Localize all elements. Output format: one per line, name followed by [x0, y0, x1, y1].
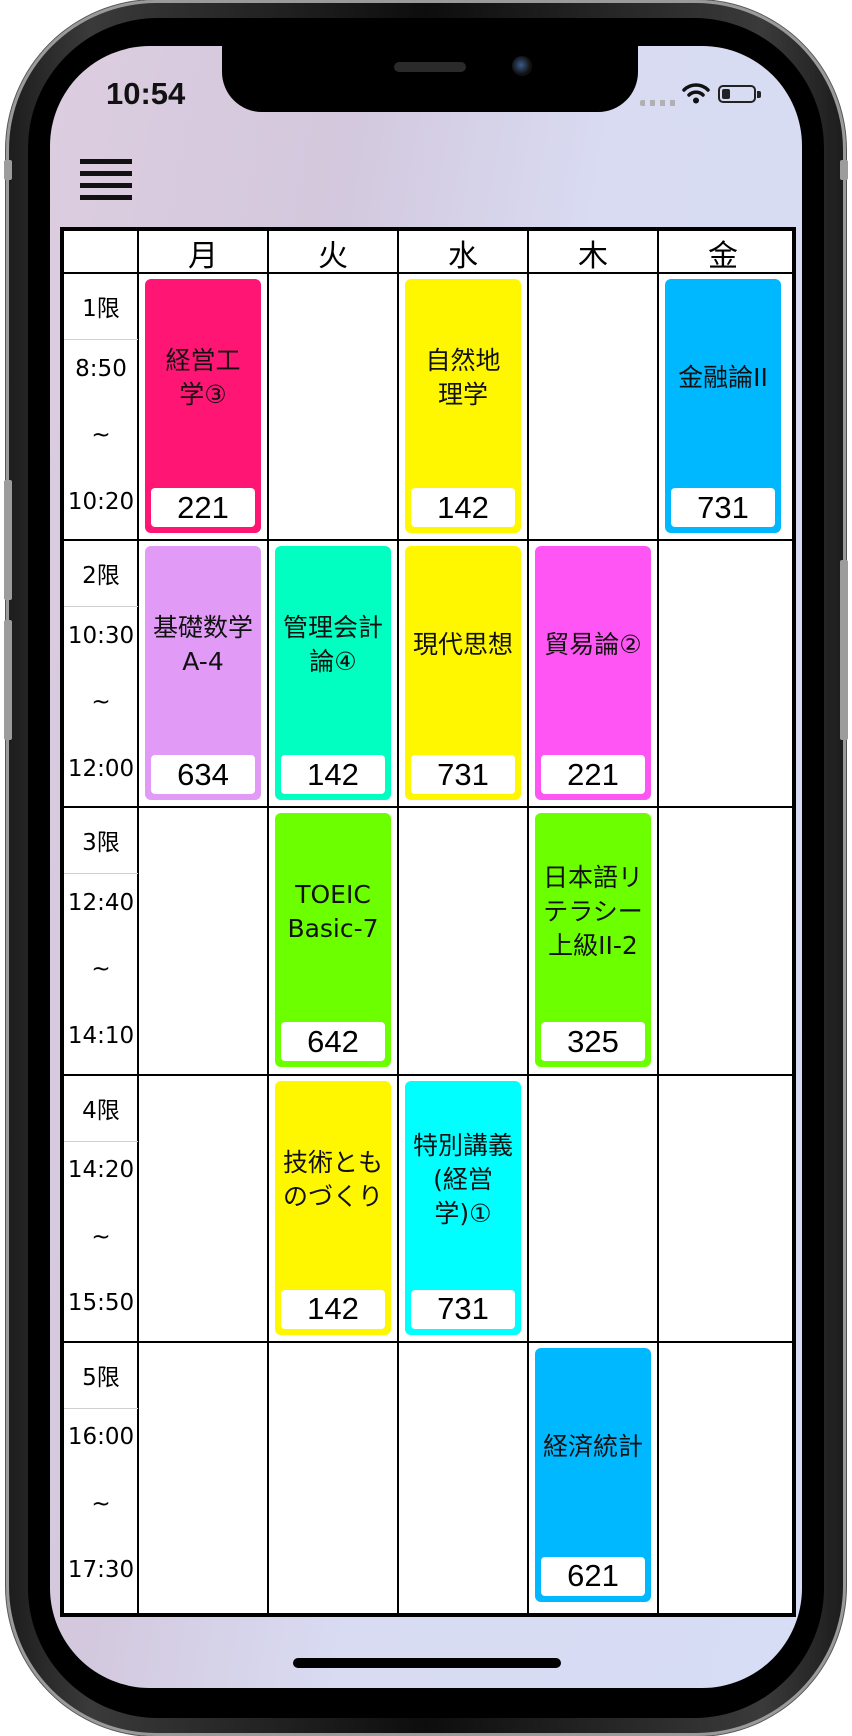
room-number-badge: 731	[411, 755, 515, 795]
signal-icon	[640, 100, 680, 106]
course-card[interactable]: 管理会計 論④ 142	[275, 546, 391, 801]
room-number-badge: 642	[281, 1022, 385, 1062]
day-header: 月	[188, 239, 218, 274]
grid-row-line	[64, 1340, 792, 1343]
course-card[interactable]: 特別講義 (経営 学)① 731	[405, 1080, 521, 1335]
course-name: 経済統計	[542, 1431, 643, 1461]
course-card[interactable]: 金融論II 731	[665, 279, 781, 533]
grid-column-line	[397, 231, 399, 1613]
notch	[222, 46, 638, 112]
status-time: 10:54	[106, 76, 186, 111]
period-divider	[64, 873, 138, 875]
course-name: 日本語リ テラシー 上級II-2	[542, 863, 643, 961]
home-indicator[interactable]	[293, 1658, 561, 1668]
period-time-separator: ~	[91, 1490, 111, 1517]
wifi-icon	[682, 83, 710, 104]
period-divider	[64, 606, 138, 608]
room-number-badge: 221	[541, 755, 645, 795]
room-number-badge: 634	[151, 755, 255, 795]
course-name: 特別講義 (経営 学)①	[412, 1130, 513, 1228]
course-name: 管理会計 論④	[282, 613, 383, 677]
period-label: 3限	[82, 830, 120, 857]
period-time-separator: ~	[91, 689, 111, 716]
course-card[interactable]: 自然地 理学 142	[405, 279, 521, 533]
period-divider	[64, 1140, 138, 1142]
course-card[interactable]: 貿易論② 221	[535, 546, 651, 801]
course-name: 基礎数学 A-4	[152, 613, 253, 677]
period-label: 5限	[82, 1364, 120, 1391]
grid-row-line	[64, 806, 792, 809]
period-label: 1限	[82, 296, 120, 322]
course-card[interactable]: 現代思想 731	[405, 546, 521, 801]
room-number-badge: 621	[541, 1556, 645, 1596]
room-number-badge: 142	[411, 488, 515, 527]
period-end-time: 14:10	[67, 1022, 135, 1049]
course-card[interactable]: 経営工 学③ 221	[145, 279, 261, 533]
period-time-separator: ~	[91, 956, 111, 983]
course-name: 金融論II	[678, 363, 768, 392]
room-number-badge: 142	[281, 1289, 385, 1329]
room-number-badge: 325	[541, 1022, 645, 1062]
period-divider	[64, 1407, 138, 1409]
side-button	[4, 480, 12, 600]
course-name: 自然地 理学	[425, 346, 501, 409]
room-number-badge: 731	[671, 488, 775, 527]
course-name: 貿易論②	[544, 630, 642, 660]
period-label: 4限	[82, 1097, 120, 1124]
side-button	[840, 560, 848, 740]
grid-column-line	[527, 231, 529, 1613]
room-number-badge: 731	[411, 1289, 515, 1329]
period-divider	[64, 339, 138, 340]
period-end-time: 15:50	[67, 1290, 135, 1317]
course-name: TOEIC Basic-7	[287, 880, 379, 944]
speaker-grille	[394, 62, 466, 72]
side-button	[840, 160, 848, 180]
period-label: 2限	[82, 563, 120, 590]
grid-column-line	[137, 231, 139, 1613]
hamburger-menu-icon[interactable]	[80, 159, 132, 201]
course-card[interactable]: 基礎数学 A-4 634	[145, 546, 261, 801]
period-start-time: 8:50	[75, 355, 127, 382]
course-card[interactable]: 経済統計 621	[535, 1347, 651, 1602]
course-card[interactable]: 日本語リ テラシー 上級II-2 325	[535, 813, 651, 1068]
battery-icon	[718, 85, 761, 103]
course-card[interactable]: 技術とも のづくり 142	[275, 1080, 391, 1335]
front-camera	[512, 56, 532, 76]
side-button	[4, 620, 12, 740]
day-header: 木	[578, 239, 608, 274]
grid-column-line	[657, 231, 659, 1613]
grid-column-line	[267, 231, 269, 1613]
grid-row-line	[64, 539, 792, 542]
grid-row-line	[64, 272, 792, 274]
period-start-time: 12:40	[67, 889, 135, 916]
period-start-time: 10:30	[67, 622, 135, 649]
side-button	[4, 160, 12, 180]
room-number-badge: 142	[281, 755, 385, 795]
period-time-separator: ~	[91, 1223, 111, 1250]
period-start-time: 14:20	[67, 1157, 135, 1184]
day-header: 水	[448, 239, 478, 274]
day-header: 金	[708, 239, 738, 274]
timetable: 月 火 水 木 金 1限 8:50 ~10:20 2限 10:30 ~12:00 3限 12:40 ~14…	[60, 227, 796, 1617]
period-start-time: 16:00	[67, 1424, 135, 1451]
period-end-time: 17:30	[67, 1557, 135, 1584]
course-card[interactable]: TOEIC Basic-7 642	[275, 813, 391, 1068]
day-header: 火	[318, 239, 348, 274]
course-name: 技術とも のづくり	[282, 1147, 383, 1211]
period-time-separator: ~	[91, 422, 111, 448]
app-screen: 10:54 月 火 水 木 金 1限 8:50 ~10:20 2限 10:30 ~12:00 3限 12…	[50, 46, 802, 1688]
period-end-time: 10:20	[67, 488, 135, 515]
course-name: 現代思想	[412, 630, 513, 660]
course-name: 経営工 学③	[165, 346, 241, 409]
period-end-time: 12:00	[67, 755, 135, 782]
grid-row-line	[64, 1073, 792, 1076]
room-number-badge: 221	[151, 488, 255, 527]
